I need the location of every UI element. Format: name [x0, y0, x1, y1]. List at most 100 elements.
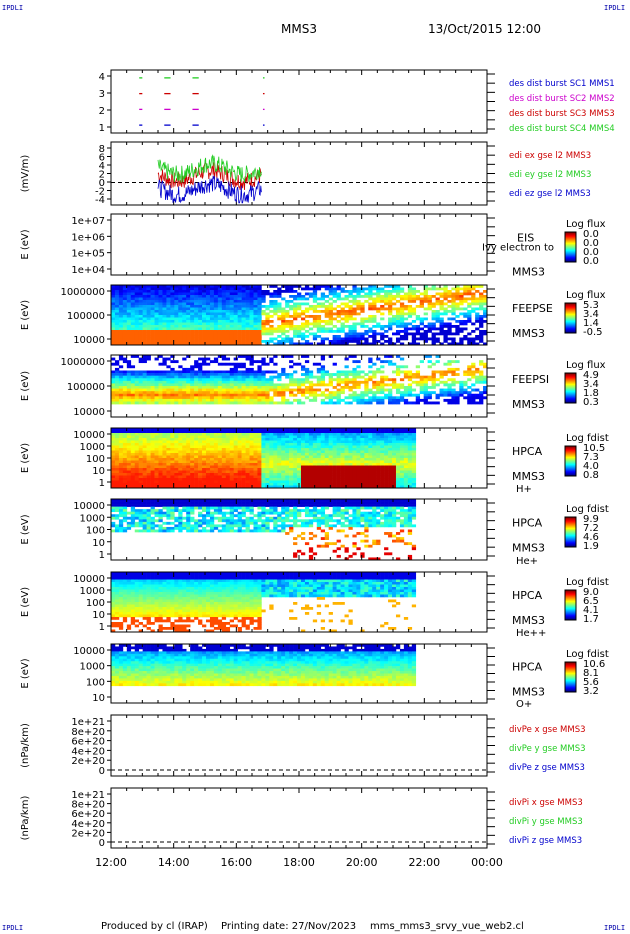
colorbar-swatch	[565, 384, 576, 386]
y-tick-label-0: 4	[99, 72, 105, 83]
colorbar-swatch	[565, 315, 576, 317]
colorbar-swatch	[565, 237, 576, 239]
colorbar-swatch	[565, 305, 576, 307]
y-axis-label-5: E (eV)	[20, 443, 31, 473]
colorbar-swatch	[565, 303, 576, 305]
spectrogram-cells-7	[111, 572, 417, 633]
colorbar-swatch	[565, 520, 576, 522]
colorbar-swatch	[565, 602, 576, 604]
efield-series-0	[157, 161, 262, 191]
y-tick-label-7: 1	[99, 622, 105, 633]
colorbar-swatch	[565, 309, 576, 311]
y-tick-label-1: 6	[99, 153, 105, 164]
colorbar-swatch	[565, 378, 576, 380]
colorbar-tick-5: 4.0	[583, 461, 599, 472]
y-tick-label-10: 8e+20	[71, 800, 105, 811]
colorbar-swatch	[565, 398, 576, 400]
colorbar-swatch	[565, 675, 576, 677]
colorbar-swatch	[565, 251, 576, 253]
colorbar-swatch	[565, 523, 576, 525]
colorbar-swatch	[565, 467, 576, 469]
y-tick-label-2: 1e+04	[71, 265, 105, 276]
colorbar-tick-4: 3.4	[583, 379, 599, 390]
x-tick-label: 16:00	[220, 856, 252, 869]
colorbar-swatch	[565, 604, 576, 606]
colorbar-swatch	[565, 664, 576, 666]
colorbar-swatch	[565, 673, 576, 675]
colorbar-swatch	[565, 677, 576, 679]
colorbar-swatch	[565, 614, 576, 616]
colorbar-swatch	[565, 537, 576, 539]
colorbar-tick-7: 6.5	[583, 596, 599, 607]
y-tick-label-2: 1e+07	[71, 216, 105, 227]
colorbar-swatch	[565, 533, 576, 535]
colorbar-swatch	[565, 446, 576, 448]
colorbar-swatch	[565, 527, 576, 529]
colorbar-swatch	[565, 534, 576, 536]
spectrogram-cells-3	[111, 285, 488, 346]
y-tick-label-7: 1000	[80, 586, 105, 597]
y-axis-label-6: E (eV)	[20, 514, 31, 544]
instrument-label-7: HPCA	[512, 589, 543, 602]
colorbar-swatch	[565, 308, 576, 310]
colorbar-swatch	[565, 672, 576, 674]
colorbar-swatch	[565, 616, 576, 618]
y-tick-label-0: 2	[99, 106, 105, 117]
colorbar-swatch	[565, 311, 576, 313]
colorbar-swatch	[565, 329, 576, 331]
efield-series-2	[157, 175, 262, 204]
colorbar-swatch	[565, 453, 576, 455]
legend-divp-9-1: divPe y gse MMS3	[509, 744, 586, 754]
colorbar-swatch	[565, 458, 576, 460]
colorbar-frame-2	[564, 231, 577, 263]
date-time: 13/Oct/2015 12:00	[428, 22, 542, 36]
colorbar-swatch	[565, 377, 576, 379]
y-tick-label-0: 3	[99, 89, 105, 100]
y-tick-label-10: 0	[99, 838, 105, 849]
overlay-label-2: Ivy electron to	[482, 243, 554, 254]
panel-frame-10	[110, 787, 488, 849]
colorbar-swatch	[565, 521, 576, 523]
colorbar-swatch	[565, 591, 576, 593]
colorbar-tick-4: 0.3	[583, 397, 599, 408]
colorbar-swatch	[565, 663, 576, 665]
colorbar-swatch	[565, 459, 576, 461]
colorbar-swatch	[565, 463, 576, 465]
y-tick-label-10: 4e+20	[71, 819, 105, 830]
colorbar-tick-7: 1.7	[583, 614, 599, 625]
corner-label-bl: IPDLI	[2, 924, 24, 932]
colorbar-swatch	[565, 598, 576, 600]
colorbar-swatch	[565, 321, 576, 323]
colorbar-swatch	[565, 328, 576, 330]
colorbar-tick-5: 7.3	[583, 452, 599, 463]
species-label-6: He+	[516, 556, 538, 567]
colorbar-title-4: Log flux	[566, 360, 606, 371]
corner-label-tl: IPDLI	[2, 4, 24, 12]
colorbar-swatch	[565, 243, 576, 245]
colorbar-swatch	[565, 613, 576, 615]
colorbar-tick-8: 3.2	[583, 686, 599, 697]
spacecraft-label-3: MMS3	[512, 327, 545, 340]
colorbar-frame-7	[564, 589, 577, 621]
colorbar-swatch	[565, 325, 576, 327]
colorbar-tick-7: 9.0	[583, 587, 599, 598]
colorbar-swatch	[565, 670, 576, 672]
y-axis-label-9: (nPa/km)	[20, 723, 31, 768]
colorbar-swatch	[565, 681, 576, 683]
colorbar-tick-3: 5.3	[583, 300, 599, 311]
legend-divp-9-0: divPe x gse MMS3	[509, 725, 586, 735]
colorbar-swatch	[565, 538, 576, 540]
y-tick-label-4: 1000000	[60, 357, 105, 368]
legend-efield-1: edi ey gse l2 MMS3	[509, 170, 591, 180]
colorbar-tick-6: 9.9	[583, 514, 599, 525]
colorbar-swatch	[565, 323, 576, 325]
colorbar-swatch	[565, 244, 576, 246]
colorbar-swatch	[565, 392, 576, 394]
instrument-label-8: HPCA	[512, 661, 543, 674]
corner-label-br: IPDLI	[604, 924, 626, 932]
colorbar-swatch	[565, 474, 576, 476]
colorbar-swatch	[565, 457, 576, 459]
colorbar-swatch	[565, 674, 576, 676]
colorbar-swatch	[565, 601, 576, 603]
